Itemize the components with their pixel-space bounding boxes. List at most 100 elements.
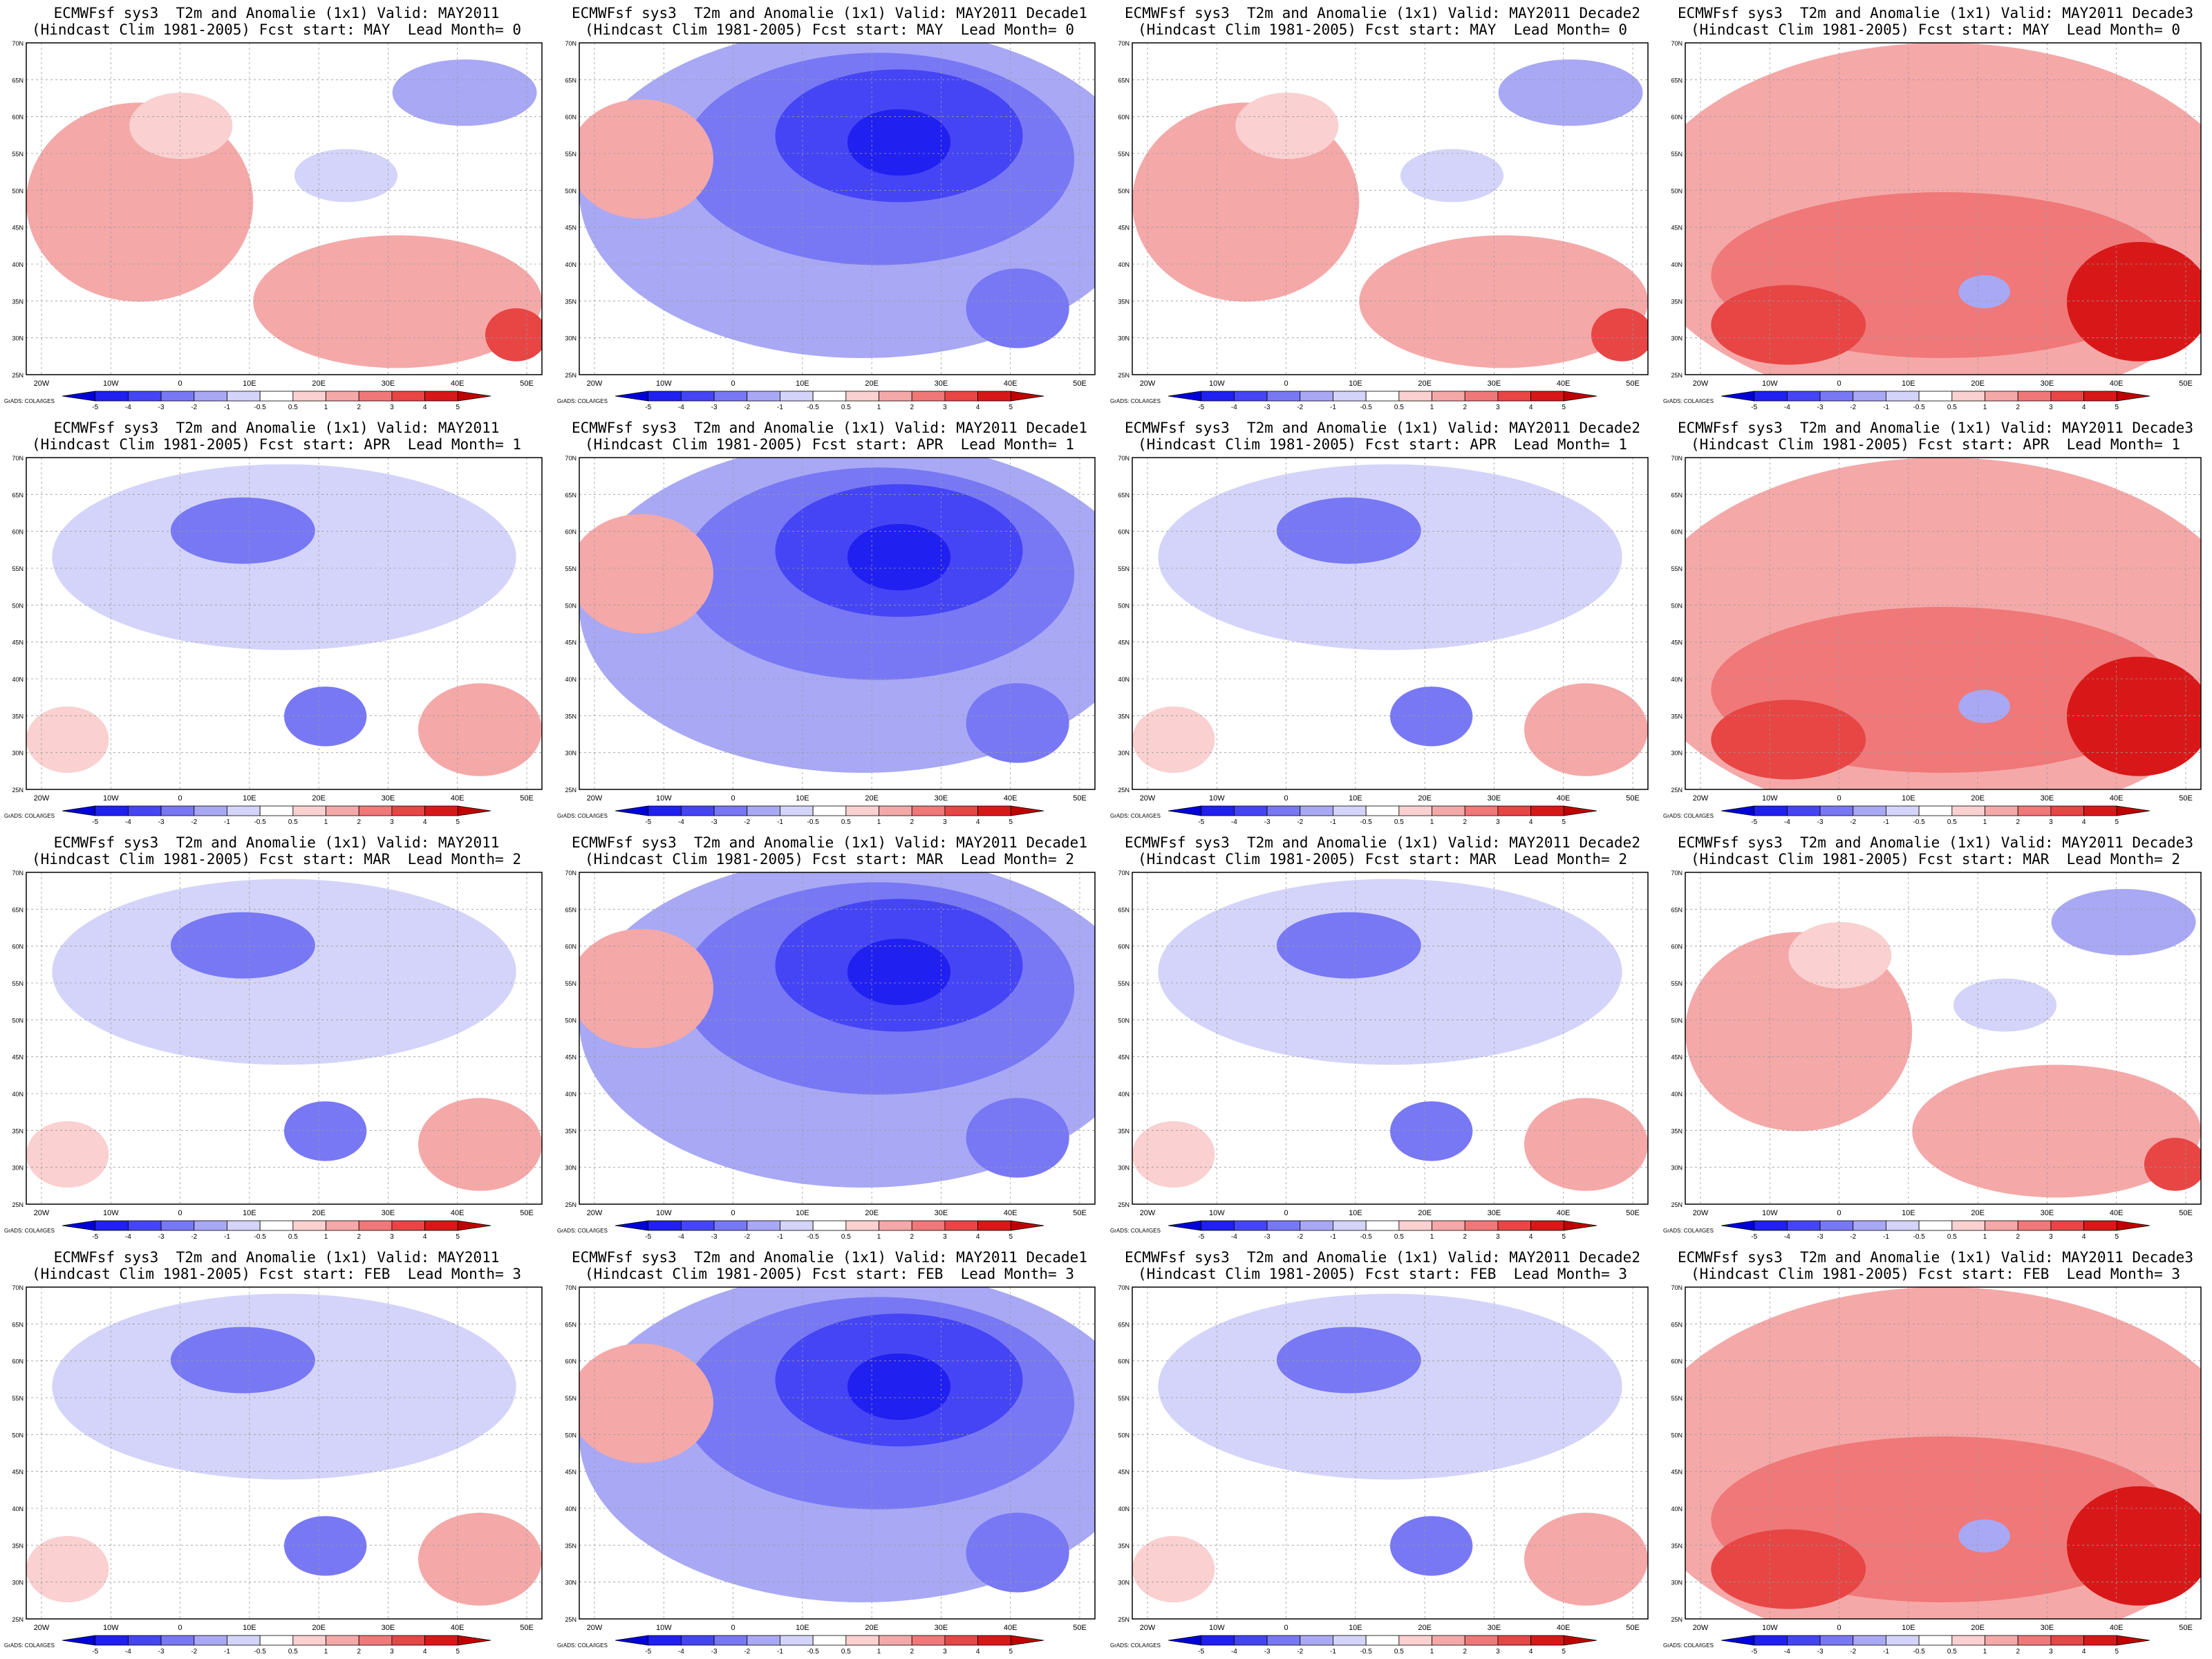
y-tick-label: 40N bbox=[1118, 676, 1130, 683]
grads-credit: GrADS: COLA/IGES bbox=[557, 1228, 608, 1234]
colorbar-swatch bbox=[1300, 805, 1333, 816]
y-tick-label: 30N bbox=[12, 1580, 24, 1586]
y-tick-label: 35N bbox=[12, 1127, 24, 1134]
x-tick-label: 40E bbox=[1004, 1209, 1018, 1217]
colorbar-swatch bbox=[1233, 1635, 1268, 1646]
colorbar-swatch bbox=[944, 1635, 979, 1646]
panel-title: ECMWFsf sys3 T2m and Anomalie (1x1) Vali… bbox=[572, 1249, 1087, 1266]
y-tick-label: 45N bbox=[565, 1469, 577, 1476]
map-frame bbox=[1132, 872, 1649, 1205]
colorbar-swatch bbox=[326, 1220, 359, 1231]
colorbar-tick-label: -0.5 bbox=[254, 818, 267, 826]
x-tick-label: 10E bbox=[1349, 379, 1362, 388]
colorbar-tick-label: 1 bbox=[877, 404, 881, 411]
x-tick-label: 0 bbox=[1837, 379, 1841, 388]
colorbar-tick-label: -2 bbox=[1850, 818, 1856, 826]
colorbar-swatch bbox=[1432, 391, 1465, 402]
colorbar-tick-label: -2 bbox=[191, 1648, 197, 1656]
y-tick-label: 40N bbox=[12, 261, 24, 268]
graticule bbox=[1685, 43, 2201, 375]
colorbar-swatch bbox=[358, 805, 393, 816]
x-tick-label: 10E bbox=[243, 794, 256, 803]
colorbar-tick-label: -0.5 bbox=[1360, 404, 1373, 411]
x-tick-label: 10W bbox=[656, 1209, 672, 1217]
y-tick-label: 30N bbox=[1671, 1165, 1683, 1172]
y-tick-label: 70N bbox=[1118, 1284, 1130, 1291]
x-tick-label: 50E bbox=[1626, 794, 1640, 803]
colorbar-swatch bbox=[879, 391, 912, 402]
colorbar-tick-label: 5 bbox=[456, 818, 460, 826]
colorbar-swatch bbox=[1886, 805, 1920, 816]
anomaly-field bbox=[1685, 458, 2201, 789]
warm-anomaly-africa bbox=[26, 1536, 109, 1602]
y-tick-label: 60N bbox=[1671, 529, 1683, 536]
x-tick-label: 40E bbox=[2110, 379, 2124, 388]
y-tick-label: 30N bbox=[565, 1165, 577, 1172]
forecast-panel: 20W 10W 0 10E 20E 30E 40E 50E 25N 30N 35N 40N 45N 50N… bbox=[0, 1244, 553, 1659]
colorbar-swatch bbox=[292, 805, 326, 816]
cold-anomaly-patch bbox=[1400, 149, 1504, 203]
colorbar-swatch bbox=[95, 391, 129, 402]
colorbar bbox=[615, 391, 1044, 402]
panel-subtitle: (Hindcast Clim 1981-2005) Fcst start: FE… bbox=[584, 1266, 1074, 1282]
colorbar-swatch bbox=[1951, 805, 1985, 816]
colorbar-tick-label: 3 bbox=[943, 1648, 947, 1656]
colorbar-tick-label: -1 bbox=[777, 404, 783, 411]
colorbar-swatch bbox=[977, 1635, 1011, 1646]
colorbar-tick-label: -2 bbox=[191, 1233, 197, 1241]
y-tick-label: 70N bbox=[1118, 40, 1130, 47]
colorbar-swatch bbox=[615, 1635, 649, 1646]
x-tick-label: 0 bbox=[731, 379, 735, 388]
colorbar-swatch bbox=[2116, 1635, 2150, 1646]
x-tick-label: 0 bbox=[1284, 1209, 1288, 1217]
colorbar-swatch bbox=[1985, 391, 2018, 402]
colorbar-tick-label: -2 bbox=[744, 818, 750, 826]
panel-title: ECMWFsf sys3 T2m and Anomalie (1x1) Vali… bbox=[1678, 1249, 2193, 1266]
y-tick-label: 40N bbox=[12, 1506, 24, 1512]
y-tick-label: 65N bbox=[12, 77, 24, 84]
colorbar-swatch bbox=[1333, 391, 1367, 402]
x-tick-label: 10E bbox=[796, 1624, 809, 1632]
colorbar-swatch bbox=[1398, 391, 1432, 402]
colorbar-tick-label: -5 bbox=[1751, 404, 1757, 411]
colorbar-swatch bbox=[160, 1635, 195, 1646]
graticule bbox=[26, 872, 542, 1204]
colorbar-tick-label: 0.5 bbox=[1394, 818, 1404, 826]
forecast-panel: 20W 10W 0 10E 20E 30E 40E 50E 25N 30N 35N 40N 45N 50N… bbox=[553, 0, 1106, 415]
y-tick-label: 45N bbox=[565, 639, 577, 646]
y-tick-label: 65N bbox=[12, 1321, 24, 1328]
colorbar-tick-label: -2 bbox=[1297, 404, 1303, 411]
y-tick-label: 50N bbox=[1671, 1432, 1683, 1438]
colorbar-swatch bbox=[977, 1220, 1011, 1231]
warm-anomaly-africa bbox=[1132, 1121, 1215, 1188]
colorbar bbox=[62, 805, 491, 816]
colorbar-tick-label: 5 bbox=[1009, 404, 1013, 411]
colorbar-swatch bbox=[292, 1220, 326, 1231]
y-tick-label: 60N bbox=[12, 944, 24, 950]
y-tick-label: 25N bbox=[12, 372, 24, 379]
y-tick-label: 25N bbox=[565, 787, 577, 794]
colorbar-tick-label: 3 bbox=[2049, 1233, 2053, 1241]
y-tick-label: 45N bbox=[565, 1054, 577, 1061]
colorbar-tick-label: 4 bbox=[976, 818, 980, 826]
x-tick-label: 30E bbox=[935, 794, 948, 803]
colorbar-tick-label: -4 bbox=[1231, 404, 1237, 411]
colorbar-tick-label: -4 bbox=[1784, 1233, 1790, 1241]
x-tick-label: 10E bbox=[796, 1209, 809, 1217]
colorbar-tick-label: -4 bbox=[1784, 404, 1790, 411]
y-tick-label: 60N bbox=[565, 1358, 577, 1365]
forecast-panel: 20W 10W 0 10E 20E 30E 40E 50E 25N 30N 35N 40N 45N 50N… bbox=[1659, 830, 2212, 1244]
colorbar-swatch bbox=[326, 805, 359, 816]
warm-anomaly-africa bbox=[1132, 706, 1215, 773]
colorbar-tick-label: -3 bbox=[711, 818, 718, 826]
map-figure: 20W 10W 0 10E 20E 30E 40E 50E 25N 30N 35N 40N 45N 50N… bbox=[1671, 870, 2202, 1241]
y-tick-label: 60N bbox=[1671, 1358, 1683, 1365]
x-tick-label: 20W bbox=[34, 1209, 50, 1217]
x-tick-label: 10E bbox=[796, 794, 809, 803]
colorbar-swatch bbox=[1233, 391, 1268, 402]
x-tick-label: 10E bbox=[1902, 794, 1915, 803]
colorbar-swatch bbox=[160, 1220, 195, 1231]
x-tick-label: 50E bbox=[1073, 1624, 1087, 1632]
colorbar bbox=[62, 1635, 491, 1646]
